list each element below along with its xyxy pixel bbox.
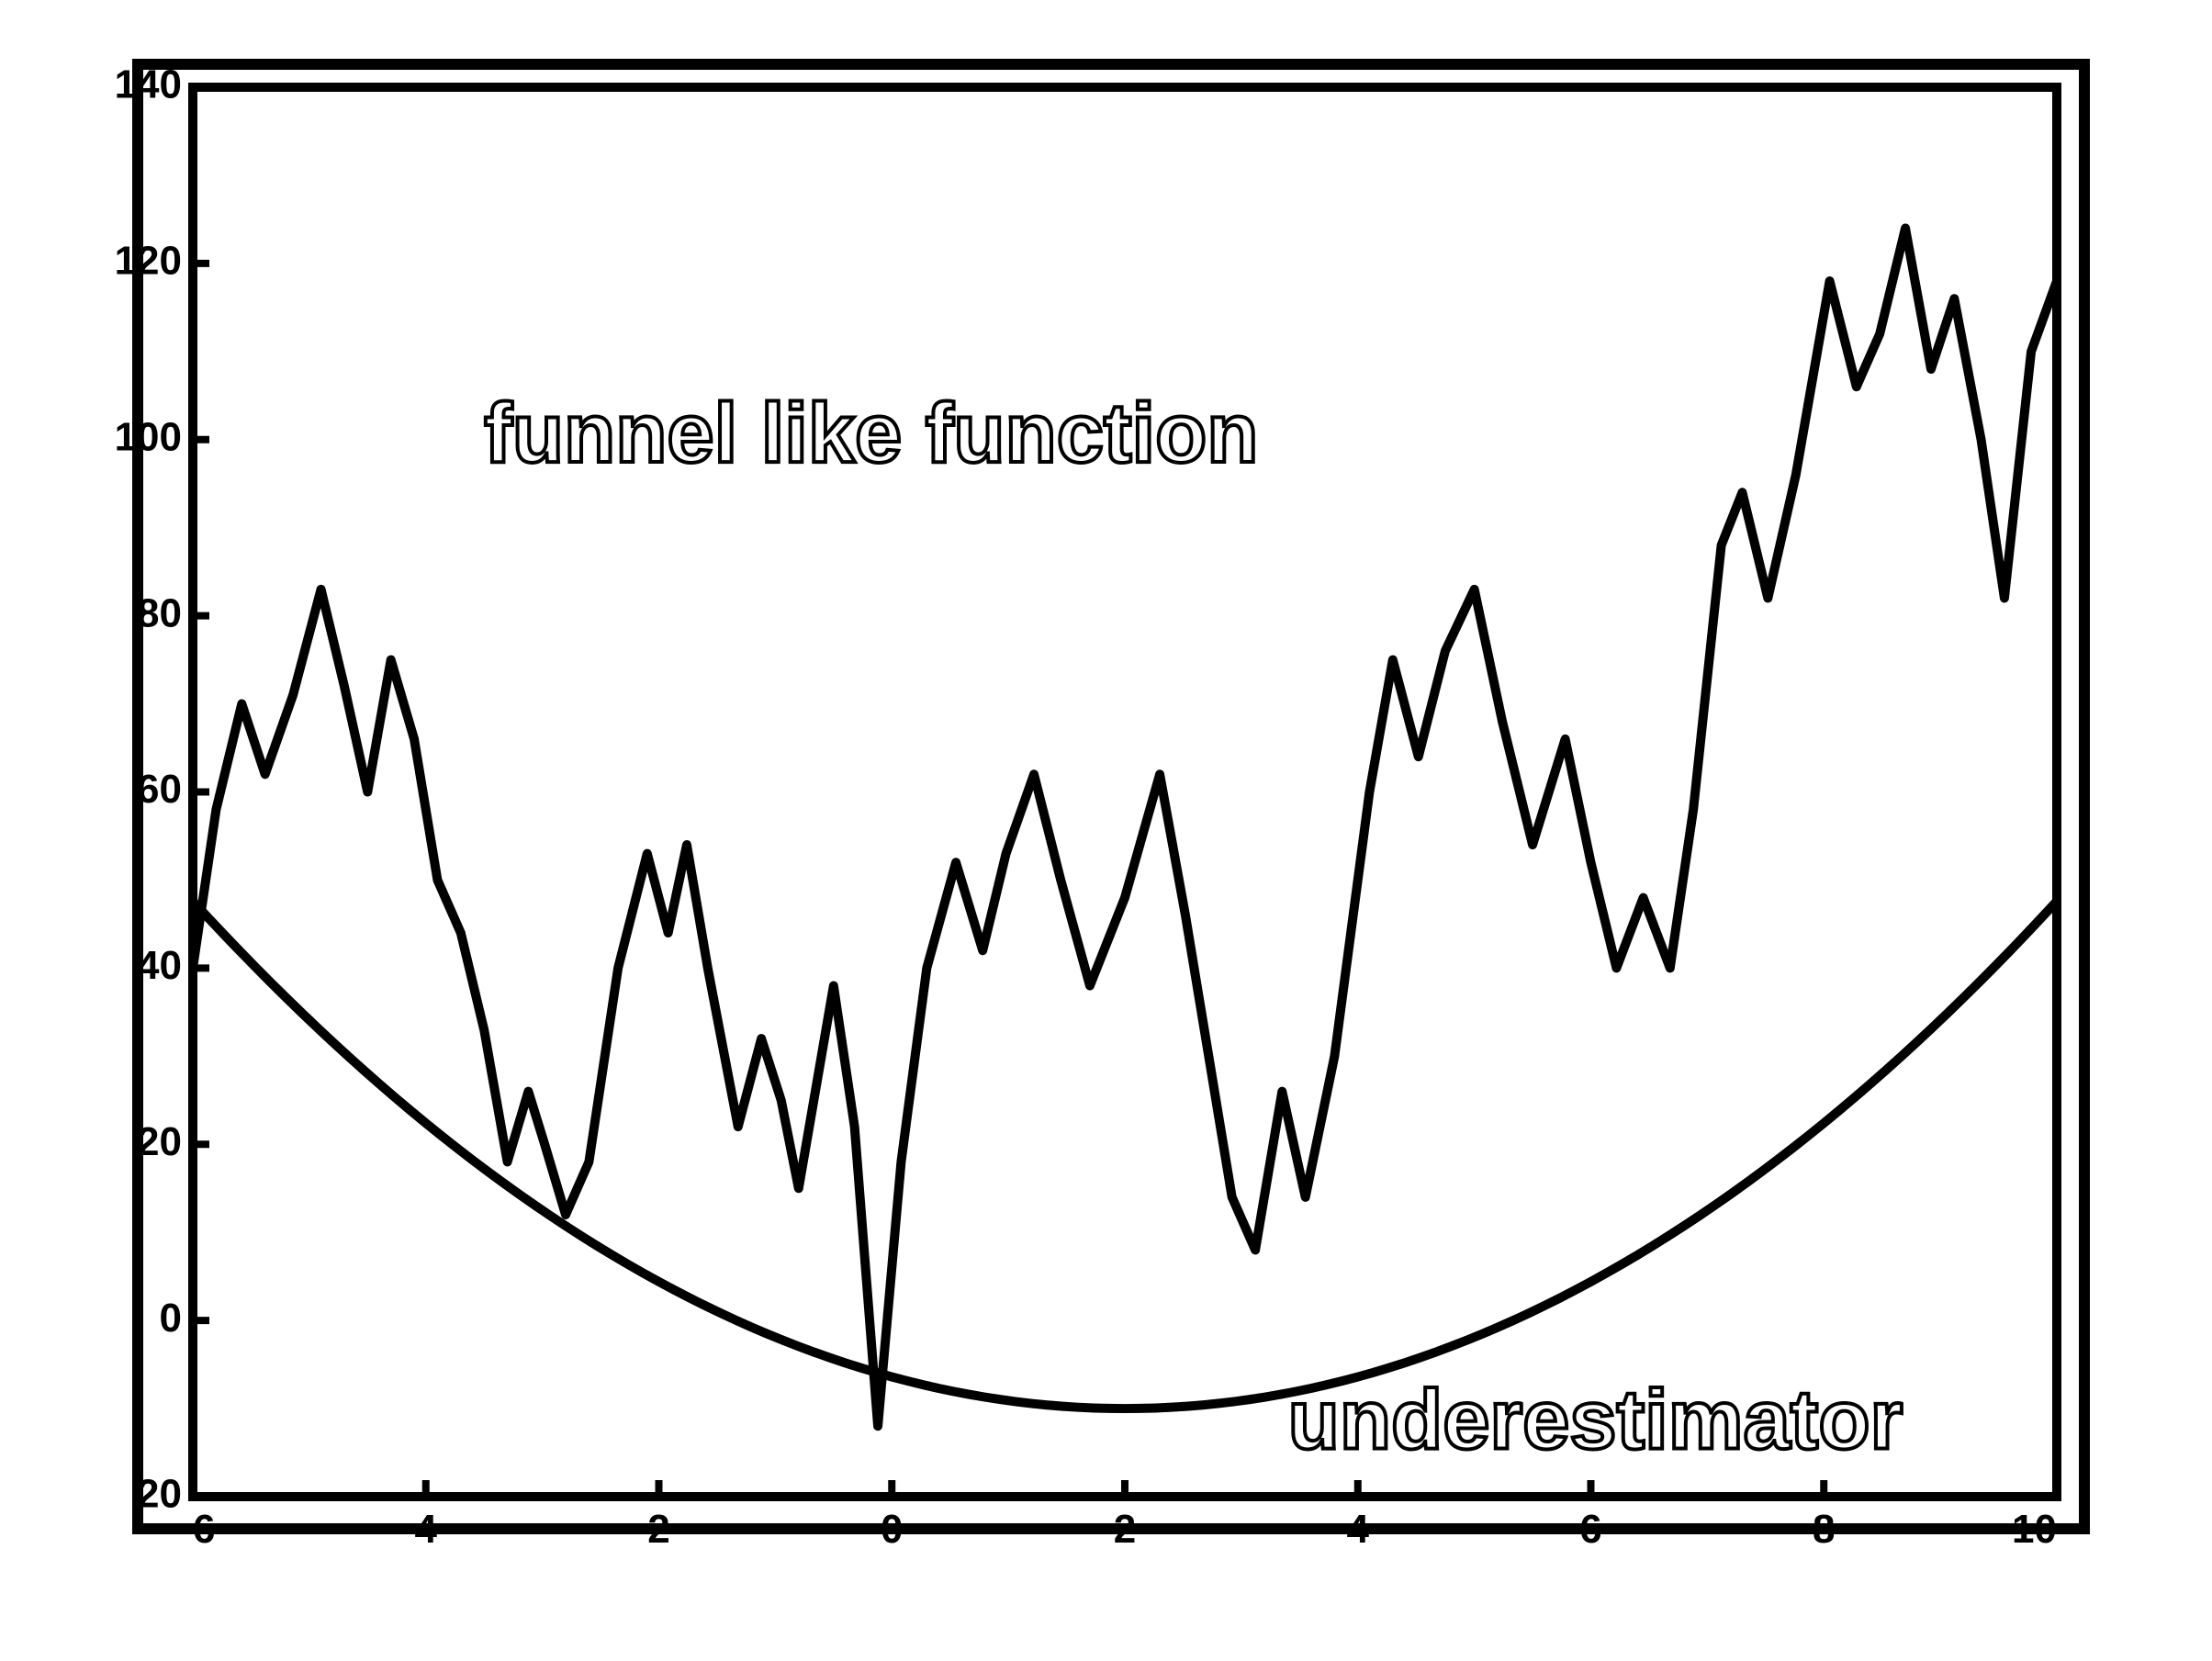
y-tick-label: 40 (137, 943, 182, 988)
plot-area (193, 87, 2057, 1497)
y-tick-label: 100 (115, 414, 182, 459)
under_label: underestimator (1288, 1374, 1903, 1467)
y-tick-label: 20 (137, 1472, 182, 1517)
y-tick-label: 20 (137, 1119, 182, 1164)
x-tick-label: 6 (193, 1507, 215, 1552)
x-tick-label: 4 (1347, 1507, 1370, 1552)
funnel_label: funnel like function (484, 387, 1258, 480)
x-tick-label: 2 (647, 1507, 669, 1552)
y-tick-label: 0 (160, 1296, 182, 1341)
y-tick-label: 60 (137, 767, 182, 812)
x-tick-label: 6 (1579, 1507, 1601, 1552)
y-tick-label: 80 (137, 590, 182, 635)
y-tick-label: 140 (115, 62, 182, 107)
x-tick-label: 2 (1114, 1507, 1136, 1552)
x-tick-label: 8 (1813, 1507, 1835, 1552)
chart-svg: 200204060801001201406420246810funnel lik… (0, 0, 2212, 1661)
x-tick-label: 10 (2012, 1507, 2057, 1552)
y-tick-label: 120 (115, 239, 182, 284)
x-tick-label: 4 (415, 1507, 438, 1552)
x-tick-label: 0 (881, 1507, 903, 1552)
